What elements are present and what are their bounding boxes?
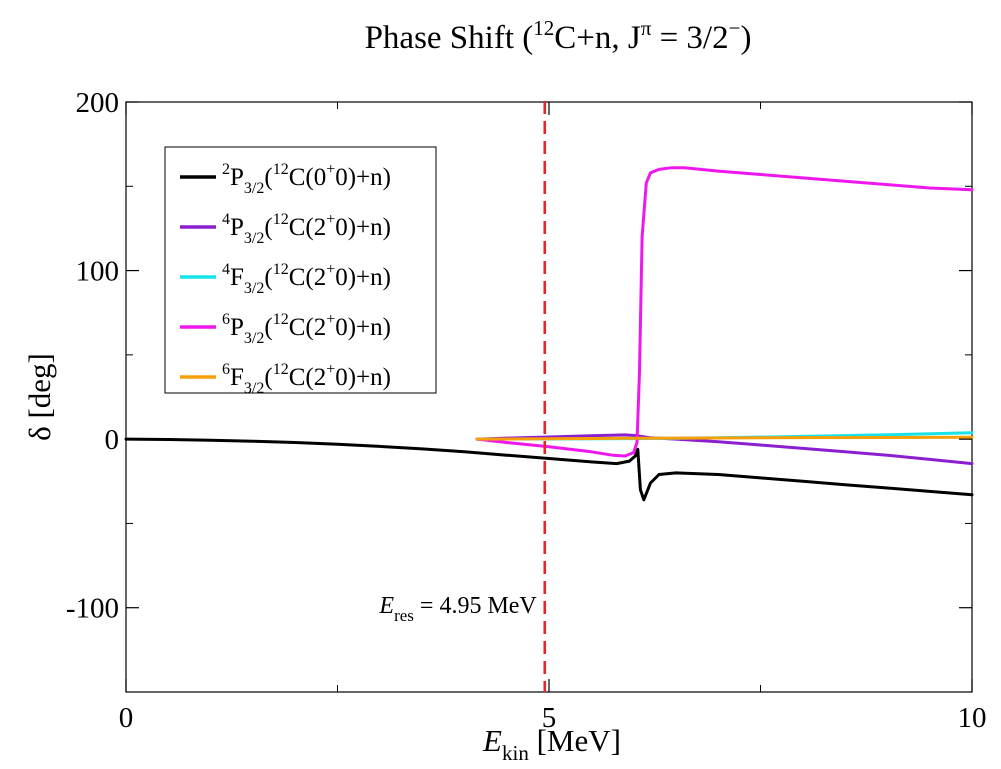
x-axis-label: Ekin [MeV] <box>482 723 621 765</box>
x-tick-label: 5 <box>542 702 557 734</box>
chart-title-parity-sup: π <box>641 16 652 40</box>
y-tick-label: 100 <box>76 256 120 288</box>
legend-label-4: 6P3/2(12C(2+0)+n) <box>222 311 391 347</box>
resonance-label: Eres = 4.95 MeV <box>378 593 537 625</box>
axis-ticks: 0 5 10 -100 0 100 200 <box>66 87 987 734</box>
legend-label-3: 4F3/2(12C(2+0)+n) <box>222 261 391 297</box>
series-layer <box>124 166 974 502</box>
resonance-label-sub: res <box>394 606 414 625</box>
annotation-layer: Eres = 4.95 MeV <box>378 101 547 692</box>
legend-label-2: 4P3/2(12C(2+0)+n) <box>222 211 391 247</box>
legend-label-5: 6F3/2(12C(2+0)+n) <box>222 361 391 397</box>
x-axis-label-sub: kin <box>502 741 529 765</box>
chart-title-parity: − <box>729 16 741 40</box>
series-line-4 <box>475 166 974 458</box>
chart-title-suffix: ) <box>740 20 751 56</box>
legend-box <box>164 146 437 394</box>
chart-title-element: C+n, J <box>554 20 641 56</box>
y-axis-label: δ [deg] <box>22 353 57 441</box>
legend-label-1: 2P3/2(12C(0+0)+n) <box>222 161 391 197</box>
y-tick-label: 200 <box>76 87 120 119</box>
x-axis-label-main: E <box>482 723 502 758</box>
legend: 2P3/2(12C(0+0)+n) 4P3/2(12C(2+0)+n) 4F3/2(… <box>164 146 437 397</box>
y-tick-label: 0 <box>105 424 120 456</box>
resonance-label-main: E <box>378 593 394 619</box>
chart-title-mass: 12 <box>533 16 554 40</box>
series-line-1 <box>124 437 974 502</box>
chart-title-prefix: Phase Shift ( <box>365 20 534 56</box>
y-tick-label: -100 <box>66 593 119 625</box>
chart-title-value: = 3/2 <box>651 20 728 56</box>
x-tick-label: 0 <box>119 702 134 734</box>
resonance-label-rest: = 4.95 MeV <box>414 593 538 619</box>
x-axis-label-unit: [MeV] <box>529 723 621 758</box>
x-tick-label: 10 <box>958 702 987 734</box>
chart-title: Phase Shift (12C+n, Jπ = 3/2−) <box>365 16 752 56</box>
series-line-5 <box>475 435 974 441</box>
